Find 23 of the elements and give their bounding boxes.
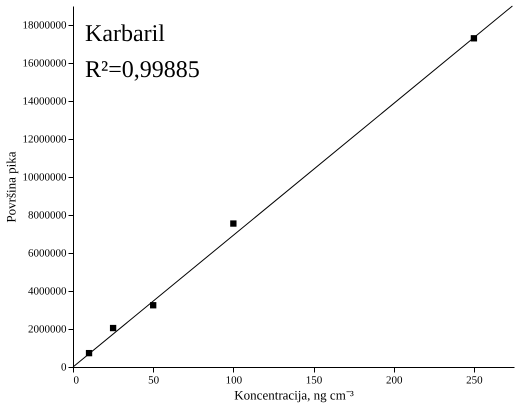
x-tick-label: 200: [386, 374, 403, 386]
point: [150, 302, 156, 308]
x-tick-label: 150: [306, 374, 323, 386]
y-tick-label: 12000000: [22, 134, 67, 146]
y-tick-label: 16000000: [22, 58, 67, 70]
annotation: R²=0,99885: [85, 57, 200, 83]
y-tick-label: 14000000: [22, 96, 67, 108]
annotation: Karbaril: [85, 21, 166, 47]
y-tick-label: 0: [61, 362, 67, 374]
y-tick-label: 4000000: [28, 286, 67, 298]
y-tick-label: 6000000: [28, 248, 67, 260]
y-tick-label: 10000000: [22, 172, 67, 184]
y-tick-label: 8000000: [28, 210, 67, 222]
x-tick-label: 0: [74, 374, 80, 386]
x-tick-label: 250: [466, 374, 484, 386]
y-axis-title: Površina pika: [4, 151, 18, 223]
x-tick-label: 100: [226, 374, 243, 386]
y-tick-label: 2000000: [28, 324, 67, 336]
x-tick-label: 50: [148, 374, 160, 386]
point: [110, 324, 116, 332]
y-tick-label: 18000000: [22, 20, 67, 32]
point: [230, 220, 237, 227]
x-axis-title: Koncentracija, ng cm⁻³: [234, 388, 354, 402]
